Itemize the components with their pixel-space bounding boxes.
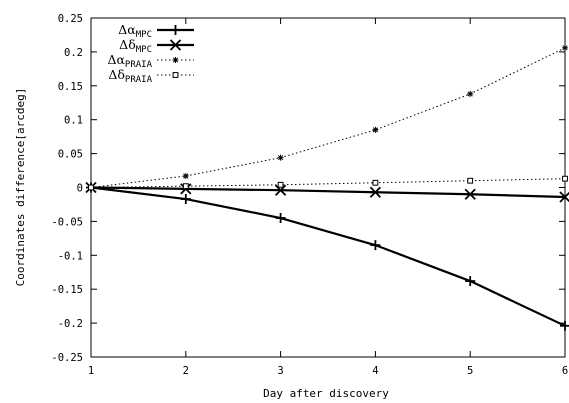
series-0 [86,182,569,331]
legend-marker [169,39,182,51]
data-point [369,186,382,198]
legend-entry: ΔαMPC [118,22,194,40]
data-point [562,44,568,51]
x-tick-label: 5 [467,365,473,377]
series-line [90,186,566,199]
legend-label: ΔδPRAIA [108,67,152,85]
y-tick-label: 0 [77,183,83,195]
legend-label: ΔαPRAIA [107,52,152,70]
x-tick-label: 4 [372,365,378,377]
y-tick-label: -0.05 [51,216,83,228]
y-tick-label: -0.15 [51,284,83,296]
x-tick-label: 3 [277,365,283,377]
series-line [90,178,566,188]
legend-label: ΔδMPC [119,37,152,55]
data-point [372,126,379,133]
y-tick-label: -0.25 [51,352,83,364]
x-tick-label: 6 [562,365,568,377]
legend-label: ΔαMPC [118,22,152,40]
series-layer [85,44,569,331]
series-2 [88,44,568,191]
data-point [467,90,474,97]
series-line [90,186,566,327]
data-point [182,183,189,190]
legend-marker [170,25,181,35]
y-axis-label: Coordinates difference[arcdeg] [14,88,27,287]
series-line [90,47,566,188]
data-point [182,172,189,179]
x-tick-label: 2 [183,365,189,377]
y-tick-label: -0.2 [58,318,83,330]
y-tick-label: 0.05 [58,149,83,161]
legend-marker [172,57,179,63]
data-point [559,191,569,203]
x-tick-label: 1 [88,365,94,377]
legend-entry: ΔαPRAIA [107,52,194,70]
data-point [560,320,569,331]
x-axis-label: Day after discovery [263,387,389,400]
y-tick-label: 0.15 [58,81,83,93]
data-point [562,175,568,182]
data-point [467,177,474,184]
legend-entry: ΔδPRAIA [108,67,194,85]
data-point [465,276,476,287]
data-point [275,213,286,224]
series-3 [88,175,568,191]
legend-marker [172,72,179,78]
tick-labels: 0.25 0.2 0.15 0.1 0.05 0 -0.05 -0.1 -0.15 -0.2 -0.… [51,13,568,377]
y-tick-label: 0.25 [58,13,83,25]
data-point [277,181,284,188]
data-point [274,184,287,196]
legend-entry: ΔδMPC [119,37,194,55]
series-1 [85,181,569,203]
data-point [464,188,476,200]
data-point [180,194,191,205]
data-point [370,240,381,251]
y-tick-label: 0.2 [64,47,83,59]
data-point [372,179,379,186]
data-point [277,154,284,161]
y-tick-label: -0.1 [58,250,83,262]
data-point [88,184,94,191]
y-tick-label: 0.1 [64,115,83,127]
